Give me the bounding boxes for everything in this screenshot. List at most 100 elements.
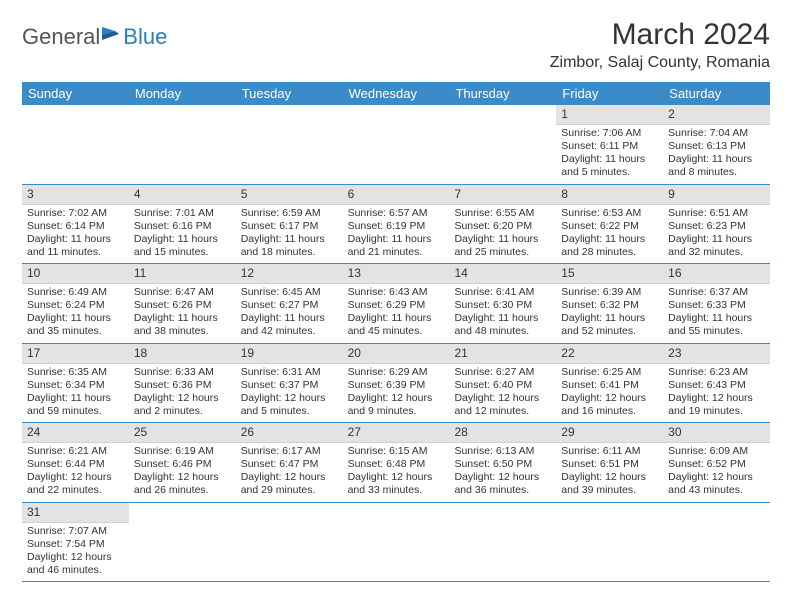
day-cell: 31Sunrise: 7:07 AMSunset: 7:54 PMDayligh… — [22, 503, 129, 582]
sunrise-text: Sunrise: 6:57 AM — [348, 207, 445, 220]
sunrise-text: Sunrise: 6:59 AM — [241, 207, 338, 220]
week-row: 1Sunrise: 7:06 AMSunset: 6:11 PMDaylight… — [22, 105, 770, 185]
day-body: Sunrise: 6:09 AMSunset: 6:52 PMDaylight:… — [663, 443, 770, 502]
sunrise-text: Sunrise: 6:43 AM — [348, 286, 445, 299]
logo-text-blue: Blue — [123, 24, 167, 50]
daylight-text: Daylight: 11 hours and 32 minutes. — [668, 233, 765, 259]
day-cell: 1Sunrise: 7:06 AMSunset: 6:11 PMDaylight… — [556, 105, 663, 184]
sunset-text: Sunset: 6:33 PM — [668, 299, 765, 312]
sunrise-text: Sunrise: 6:15 AM — [348, 445, 445, 458]
sunset-text: Sunset: 6:47 PM — [241, 458, 338, 471]
sunset-text: Sunset: 6:29 PM — [348, 299, 445, 312]
sunrise-text: Sunrise: 7:06 AM — [561, 127, 658, 140]
sunrise-text: Sunrise: 6:11 AM — [561, 445, 658, 458]
day-body: Sunrise: 6:25 AMSunset: 6:41 PMDaylight:… — [556, 364, 663, 423]
sunset-text: Sunset: 6:30 PM — [454, 299, 551, 312]
day-number: 10 — [22, 264, 129, 284]
day-cell: 26Sunrise: 6:17 AMSunset: 6:47 PMDayligh… — [236, 423, 343, 502]
sunrise-text: Sunrise: 6:37 AM — [668, 286, 765, 299]
day-body: Sunrise: 6:15 AMSunset: 6:48 PMDaylight:… — [343, 443, 450, 502]
daylight-text: Daylight: 11 hours and 18 minutes. — [241, 233, 338, 259]
day-body: Sunrise: 6:35 AMSunset: 6:34 PMDaylight:… — [22, 364, 129, 423]
sunset-text: Sunset: 6:34 PM — [27, 379, 124, 392]
sunrise-text: Sunrise: 6:13 AM — [454, 445, 551, 458]
sunrise-text: Sunrise: 6:31 AM — [241, 366, 338, 379]
sunset-text: Sunset: 6:23 PM — [668, 220, 765, 233]
day-header-cell: Wednesday — [343, 82, 450, 105]
week-row: 31Sunrise: 7:07 AMSunset: 7:54 PMDayligh… — [22, 503, 770, 583]
day-number: 2 — [663, 105, 770, 125]
day-body: Sunrise: 6:11 AMSunset: 6:51 PMDaylight:… — [556, 443, 663, 502]
day-cell: 21Sunrise: 6:27 AMSunset: 6:40 PMDayligh… — [449, 344, 556, 423]
header: General Blue March 2024 Zimbor, Salaj Co… — [22, 18, 770, 72]
daylight-text: Daylight: 11 hours and 48 minutes. — [454, 312, 551, 338]
day-number: 30 — [663, 423, 770, 443]
daylight-text: Daylight: 12 hours and 36 minutes. — [454, 471, 551, 497]
daylight-text: Daylight: 11 hours and 11 minutes. — [27, 233, 124, 259]
daylight-text: Daylight: 12 hours and 29 minutes. — [241, 471, 338, 497]
day-cell: 8Sunrise: 6:53 AMSunset: 6:22 PMDaylight… — [556, 185, 663, 264]
empty-cell — [22, 105, 129, 184]
sunrise-text: Sunrise: 7:04 AM — [668, 127, 765, 140]
day-cell: 17Sunrise: 6:35 AMSunset: 6:34 PMDayligh… — [22, 344, 129, 423]
sunrise-text: Sunrise: 6:23 AM — [668, 366, 765, 379]
day-cell: 10Sunrise: 6:49 AMSunset: 6:24 PMDayligh… — [22, 264, 129, 343]
day-cell: 30Sunrise: 6:09 AMSunset: 6:52 PMDayligh… — [663, 423, 770, 502]
sunrise-text: Sunrise: 6:47 AM — [134, 286, 231, 299]
day-cell: 23Sunrise: 6:23 AMSunset: 6:43 PMDayligh… — [663, 344, 770, 423]
day-cell: 19Sunrise: 6:31 AMSunset: 6:37 PMDayligh… — [236, 344, 343, 423]
day-body: Sunrise: 6:43 AMSunset: 6:29 PMDaylight:… — [343, 284, 450, 343]
day-cell: 18Sunrise: 6:33 AMSunset: 6:36 PMDayligh… — [129, 344, 236, 423]
sunrise-text: Sunrise: 6:51 AM — [668, 207, 765, 220]
empty-cell — [236, 503, 343, 582]
day-number: 13 — [343, 264, 450, 284]
daylight-text: Daylight: 11 hours and 35 minutes. — [27, 312, 124, 338]
week-row: 3Sunrise: 7:02 AMSunset: 6:14 PMDaylight… — [22, 185, 770, 265]
day-cell: 9Sunrise: 6:51 AMSunset: 6:23 PMDaylight… — [663, 185, 770, 264]
daylight-text: Daylight: 12 hours and 12 minutes. — [454, 392, 551, 418]
daylight-text: Daylight: 12 hours and 9 minutes. — [348, 392, 445, 418]
day-number: 6 — [343, 185, 450, 205]
daylight-text: Daylight: 11 hours and 5 minutes. — [561, 153, 658, 179]
month-title: March 2024 — [550, 18, 770, 52]
daylight-text: Daylight: 11 hours and 59 minutes. — [27, 392, 124, 418]
sunset-text: Sunset: 6:39 PM — [348, 379, 445, 392]
sunrise-text: Sunrise: 6:53 AM — [561, 207, 658, 220]
daylight-text: Daylight: 12 hours and 16 minutes. — [561, 392, 658, 418]
day-cell: 11Sunrise: 6:47 AMSunset: 6:26 PMDayligh… — [129, 264, 236, 343]
day-cell: 6Sunrise: 6:57 AMSunset: 6:19 PMDaylight… — [343, 185, 450, 264]
daylight-text: Daylight: 11 hours and 55 minutes. — [668, 312, 765, 338]
day-body: Sunrise: 6:31 AMSunset: 6:37 PMDaylight:… — [236, 364, 343, 423]
day-header-cell: Thursday — [449, 82, 556, 105]
sunrise-text: Sunrise: 6:29 AM — [348, 366, 445, 379]
sunset-text: Sunset: 6:19 PM — [348, 220, 445, 233]
day-header-cell: Monday — [129, 82, 236, 105]
day-number: 26 — [236, 423, 343, 443]
day-number: 7 — [449, 185, 556, 205]
daylight-text: Daylight: 12 hours and 2 minutes. — [134, 392, 231, 418]
empty-cell — [129, 105, 236, 184]
day-body: Sunrise: 6:57 AMSunset: 6:19 PMDaylight:… — [343, 205, 450, 264]
day-number: 12 — [236, 264, 343, 284]
calendar: SundayMondayTuesdayWednesdayThursdayFrid… — [22, 82, 770, 582]
day-body: Sunrise: 7:01 AMSunset: 6:16 PMDaylight:… — [129, 205, 236, 264]
sunset-text: Sunset: 6:52 PM — [668, 458, 765, 471]
daylight-text: Daylight: 11 hours and 42 minutes. — [241, 312, 338, 338]
daylight-text: Daylight: 11 hours and 52 minutes. — [561, 312, 658, 338]
daylight-text: Daylight: 12 hours and 33 minutes. — [348, 471, 445, 497]
day-number: 20 — [343, 344, 450, 364]
day-number: 27 — [343, 423, 450, 443]
day-number: 28 — [449, 423, 556, 443]
sunset-text: Sunset: 6:17 PM — [241, 220, 338, 233]
day-body: Sunrise: 6:19 AMSunset: 6:46 PMDaylight:… — [129, 443, 236, 502]
day-header-cell: Sunday — [22, 82, 129, 105]
day-header-cell: Tuesday — [236, 82, 343, 105]
sunset-text: Sunset: 7:54 PM — [27, 538, 124, 551]
day-number: 19 — [236, 344, 343, 364]
day-number: 21 — [449, 344, 556, 364]
sunrise-text: Sunrise: 6:35 AM — [27, 366, 124, 379]
sunrise-text: Sunrise: 7:07 AM — [27, 525, 124, 538]
day-number: 15 — [556, 264, 663, 284]
sunset-text: Sunset: 6:44 PM — [27, 458, 124, 471]
day-body: Sunrise: 6:47 AMSunset: 6:26 PMDaylight:… — [129, 284, 236, 343]
